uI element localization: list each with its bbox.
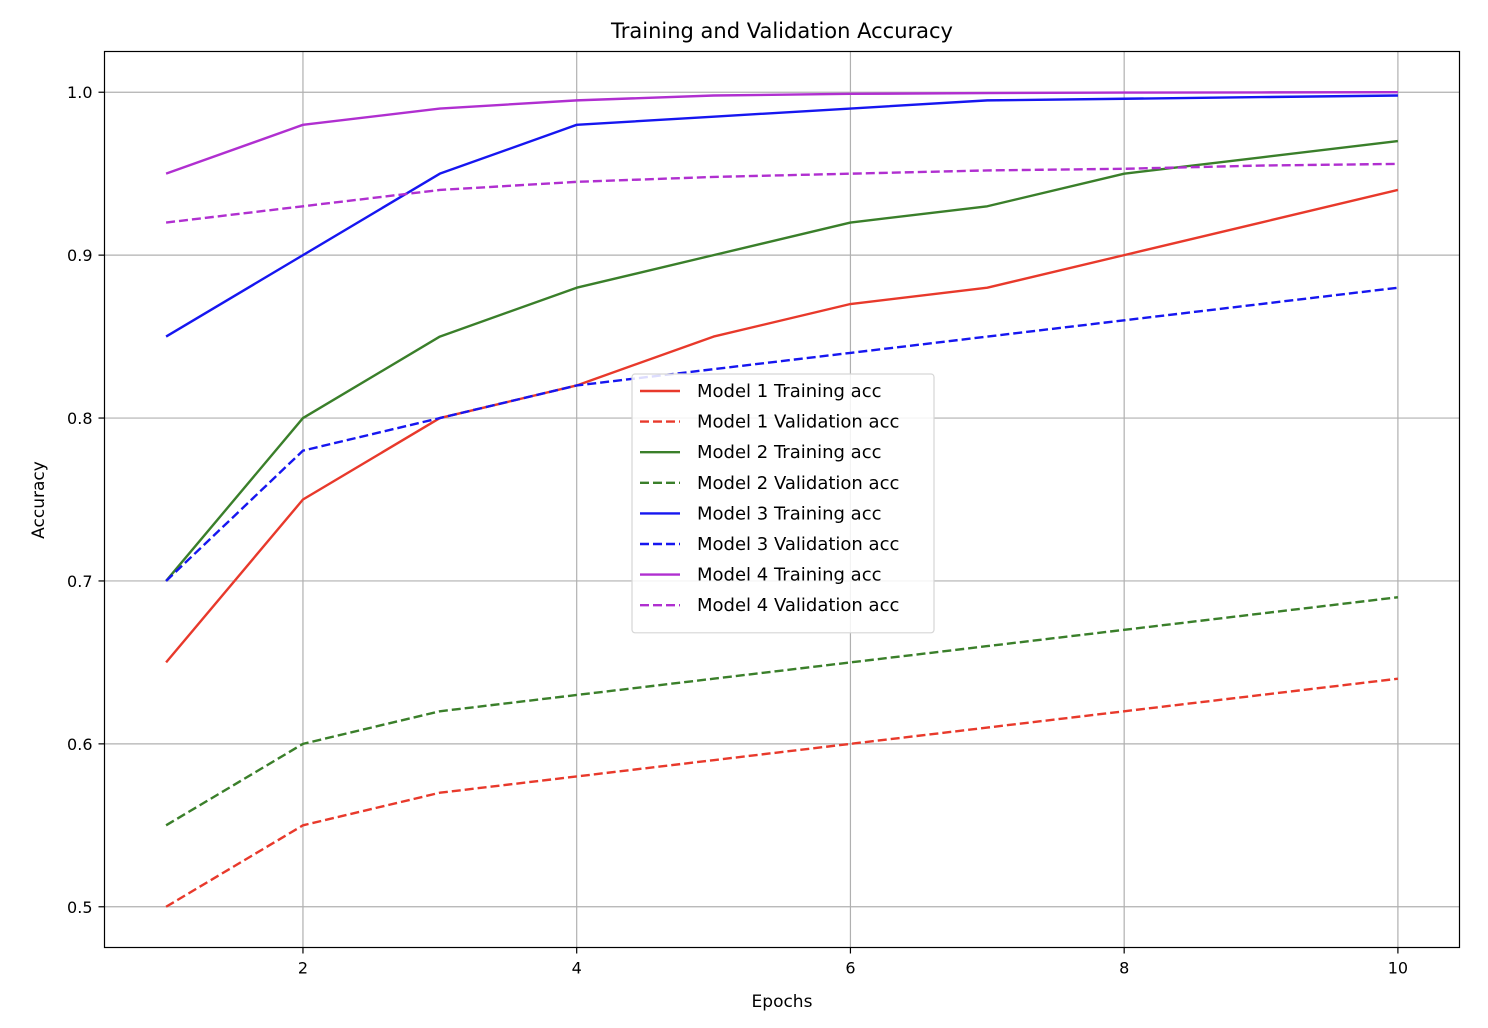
x-axis-label: Epochs (752, 992, 813, 1012)
legend-entry-label: Model 3 Validation acc (697, 534, 899, 555)
legend-entry-label: Model 2 Training acc (697, 442, 882, 463)
legend-entry-label: Model 1 Validation acc (697, 412, 899, 433)
x-tick-label: 6 (845, 959, 855, 978)
y-tick-label: 0.7 (67, 572, 92, 591)
chart-title: Training and Validation Accuracy (610, 19, 953, 43)
series-line-3 (165, 139, 1399, 582)
series-line-4 (165, 596, 1399, 827)
series-line-5 (165, 94, 1398, 338)
y-tick-label: 1.0 (67, 83, 92, 102)
series-line-2 (165, 677, 1399, 908)
series-line-8 (165, 162, 1398, 224)
y-tick-label: 0.6 (67, 735, 92, 754)
y-axis-ticks: 0.5 0.6 0.7 0.8 0.9 1.0 (67, 83, 105, 917)
x-axis-ticks: 2 4 6 8 10 (298, 947, 1408, 978)
legend: Model 1 Training acc Model 1 Validation a… (631, 373, 935, 634)
x-tick-label: 2 (298, 959, 308, 978)
legend-entry-label: Model 4 Validation acc (697, 595, 899, 616)
legend-entry-label: Model 2 Validation acc (697, 473, 899, 494)
legend-entry-label: Model 4 Training acc (697, 565, 882, 586)
x-tick-label: 10 (1388, 959, 1408, 978)
plot-frame (103, 50, 1461, 949)
series-line-6 (165, 286, 1399, 582)
legend-entry-label: Model 1 Training acc (697, 381, 882, 402)
series-line-7 (165, 91, 1398, 175)
y-tick-label: 0.5 (67, 898, 92, 917)
y-tick-label: 0.8 (67, 409, 92, 428)
y-tick-label: 0.9 (67, 246, 92, 265)
legend-entry-label: Model 3 Training acc (697, 503, 882, 524)
y-axis-label: Accuracy (29, 461, 49, 539)
x-tick-label: 4 (572, 959, 582, 978)
series-lines (165, 91, 1399, 908)
x-tick-label: 8 (1119, 959, 1129, 978)
legend-box (631, 373, 935, 634)
series-line-1 (165, 188, 1399, 664)
